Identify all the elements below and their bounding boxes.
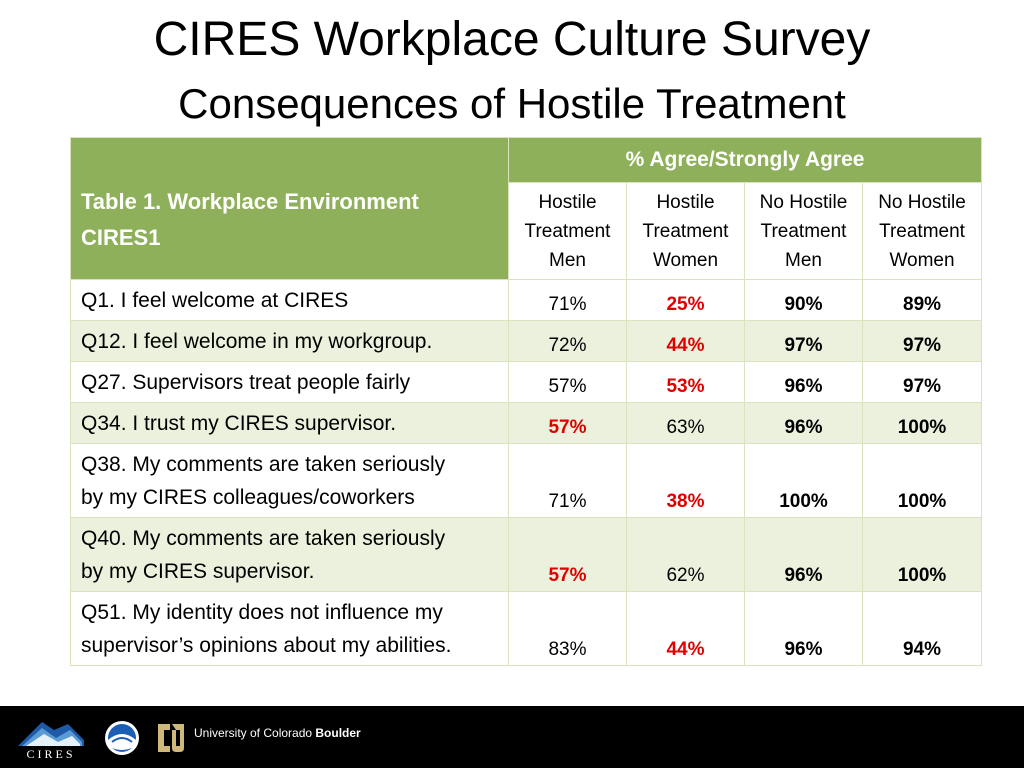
- value-cell: 100%: [861, 402, 983, 444]
- table-row: Q40. My comments are taken seriously by m…: [70, 517, 983, 592]
- column-header-row: Hostile Treatment Men Hostile Treatment Women…: [71, 182, 983, 280]
- cires-logo-text: CIRES: [26, 747, 75, 760]
- value-cell: 100%: [861, 443, 983, 518]
- value-cell: 44%: [626, 591, 745, 666]
- question-text: supervisor’s opinions about my abilities…: [81, 633, 452, 657]
- table-row: Q34. I trust my CIRES supervisor. 57% 63% 9…: [70, 402, 983, 444]
- question-cell: Q12. I feel welcome in my workgroup.: [70, 320, 509, 362]
- question-text: by my CIRES supervisor.: [81, 559, 315, 583]
- question-cell: Q27. Supervisors treat people fairly: [70, 361, 509, 403]
- table-row: Q27. Supervisors treat people fairly 57% 5…: [70, 361, 983, 403]
- cu-logo: [158, 724, 184, 752]
- value-cell: 96%: [744, 402, 863, 444]
- column-header-1: Hostile Treatment Women: [626, 182, 745, 280]
- page-subtitle: Consequences of Hostile Treatment: [178, 80, 846, 127]
- value-cell: 100%: [744, 443, 863, 518]
- value-cell: 97%: [861, 320, 983, 362]
- column-header-line: Treatment: [879, 220, 965, 242]
- column-header-line: Women: [652, 249, 719, 271]
- group-header: % Agree/Strongly Agree: [507, 137, 983, 183]
- value-cell: 57%: [508, 402, 627, 444]
- question-cell: Q51. My identity does not influence my su…: [70, 591, 509, 666]
- column-header-line: Men: [549, 249, 586, 271]
- question-text: Q40. My comments are taken seriously: [81, 526, 446, 550]
- column-header-line: Treatment: [642, 220, 729, 242]
- column-header-line: Treatment: [524, 220, 611, 242]
- value-cell: 83%: [508, 591, 627, 666]
- value-cell: 100%: [861, 517, 983, 592]
- value-cell: 25%: [626, 279, 745, 321]
- question-cell: Q34. I trust my CIRES supervisor.: [70, 402, 509, 444]
- column-header-line: Women: [889, 249, 955, 271]
- cu-wordmark-regular: University of Colorado: [194, 726, 316, 740]
- value-cell: 97%: [744, 320, 863, 362]
- column-header-line: No Hostile: [759, 191, 848, 213]
- question-cell: Q1. I feel welcome at CIRES: [70, 279, 509, 321]
- question-text: Q51. My identity does not influence my: [81, 600, 443, 624]
- value-cell: 96%: [744, 591, 863, 666]
- table-row: Q51. My identity does not influence my su…: [70, 591, 983, 666]
- column-header-line: Hostile: [656, 191, 715, 213]
- column-header-3: No Hostile Treatment Women: [861, 182, 983, 280]
- value-cell: 38%: [626, 443, 745, 518]
- value-cell: 57%: [508, 517, 627, 592]
- question-cell: Q40. My comments are taken seriously by m…: [70, 517, 509, 592]
- value-cell: 53%: [626, 361, 745, 403]
- table-caption: Table 1. Workplace Environment CIRES1: [70, 137, 509, 280]
- value-cell: 96%: [744, 517, 863, 592]
- question-text: Q1. I feel welcome at CIRES: [81, 288, 349, 312]
- question-text: Q27. Supervisors treat people fairly: [81, 370, 411, 394]
- value-cell: 94%: [861, 591, 983, 666]
- cu-wordmark-bold: Boulder: [315, 726, 361, 740]
- table-row: Q12. I feel welcome in my workgroup. 72% 4…: [70, 320, 983, 362]
- footer-bar: CIRES University of Colorado Boulder: [0, 706, 1024, 768]
- value-cell: 90%: [744, 279, 863, 321]
- table-row: Q1. I feel welcome at CIRES 71% 25% 90% 89%: [70, 279, 983, 321]
- page-title: CIRES Workplace Culture Survey: [153, 13, 871, 66]
- column-header-line: Hostile: [538, 191, 597, 213]
- question-text: by my CIRES colleagues/coworkers: [81, 485, 415, 509]
- value-cell: 57%: [508, 361, 627, 403]
- table-caption-line2: CIRES1: [81, 224, 161, 250]
- column-header-line: No Hostile: [878, 191, 966, 213]
- value-cell: 72%: [508, 320, 627, 362]
- value-cell: 71%: [508, 443, 627, 518]
- survey-table: Table 1. Workplace Environment CIRES1 % …: [70, 137, 983, 666]
- value-cell: 62%: [626, 517, 745, 592]
- value-cell: 71%: [508, 279, 627, 321]
- cires-logo: CIRES: [18, 722, 84, 760]
- question-text: Q12. I feel welcome in my workgroup.: [81, 329, 433, 353]
- value-cell: 97%: [861, 361, 983, 403]
- question-text: Q34. I trust my CIRES supervisor.: [81, 411, 397, 435]
- question-text: Q38. My comments are taken seriously: [81, 452, 446, 476]
- cu-wordmark: University of Colorado Boulder: [194, 726, 361, 740]
- column-header-2: No Hostile Treatment Men: [744, 182, 863, 280]
- column-header-line: Men: [785, 249, 822, 271]
- column-header-line: Treatment: [760, 220, 847, 242]
- value-cell: 96%: [744, 361, 863, 403]
- table-caption-line1: Table 1. Workplace Environment: [81, 188, 419, 214]
- value-cell: 63%: [626, 402, 745, 444]
- column-header-0: Hostile Treatment Men: [508, 182, 627, 280]
- question-cell: Q38. My comments are taken seriously by m…: [70, 443, 509, 518]
- value-cell: 89%: [861, 279, 983, 321]
- noaa-logo: [105, 721, 139, 755]
- value-cell: 44%: [626, 320, 745, 362]
- table-row: Q38. My comments are taken seriously by m…: [70, 443, 983, 518]
